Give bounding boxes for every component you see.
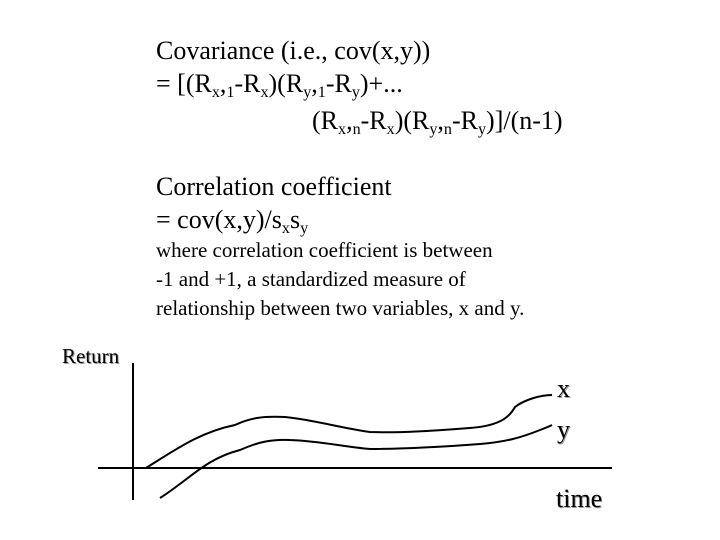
covariance-formula-line-2: (Rx,n-Rx)(Ry,n-Ry)]/(n-1) bbox=[312, 106, 563, 139]
y-axis-label: Return bbox=[62, 344, 120, 368]
covariance-formula-line-1: = [(Rx,1-Rx)(Ry,1-Ry)+... bbox=[156, 69, 403, 102]
correlation-formula: = cov(x,y)/sxsy bbox=[156, 205, 309, 238]
correlation-heading: Correlation coefficient bbox=[156, 172, 392, 201]
x-axis-label: time bbox=[556, 484, 603, 513]
series-x-line bbox=[145, 394, 553, 469]
series-y-label: y bbox=[557, 415, 570, 444]
series-y-line bbox=[159, 424, 553, 499]
correlation-description-line-3: relationship between two variables, x an… bbox=[156, 296, 525, 320]
series-x-label: x bbox=[557, 374, 570, 403]
correlation-description-line-2: -1 and +1, a standardized measure of bbox=[156, 267, 466, 291]
correlation-description-line-1: where correlation coefficient is between bbox=[156, 238, 493, 262]
covariance-heading: Covariance (i.e., cov(x,y)) bbox=[156, 36, 431, 65]
